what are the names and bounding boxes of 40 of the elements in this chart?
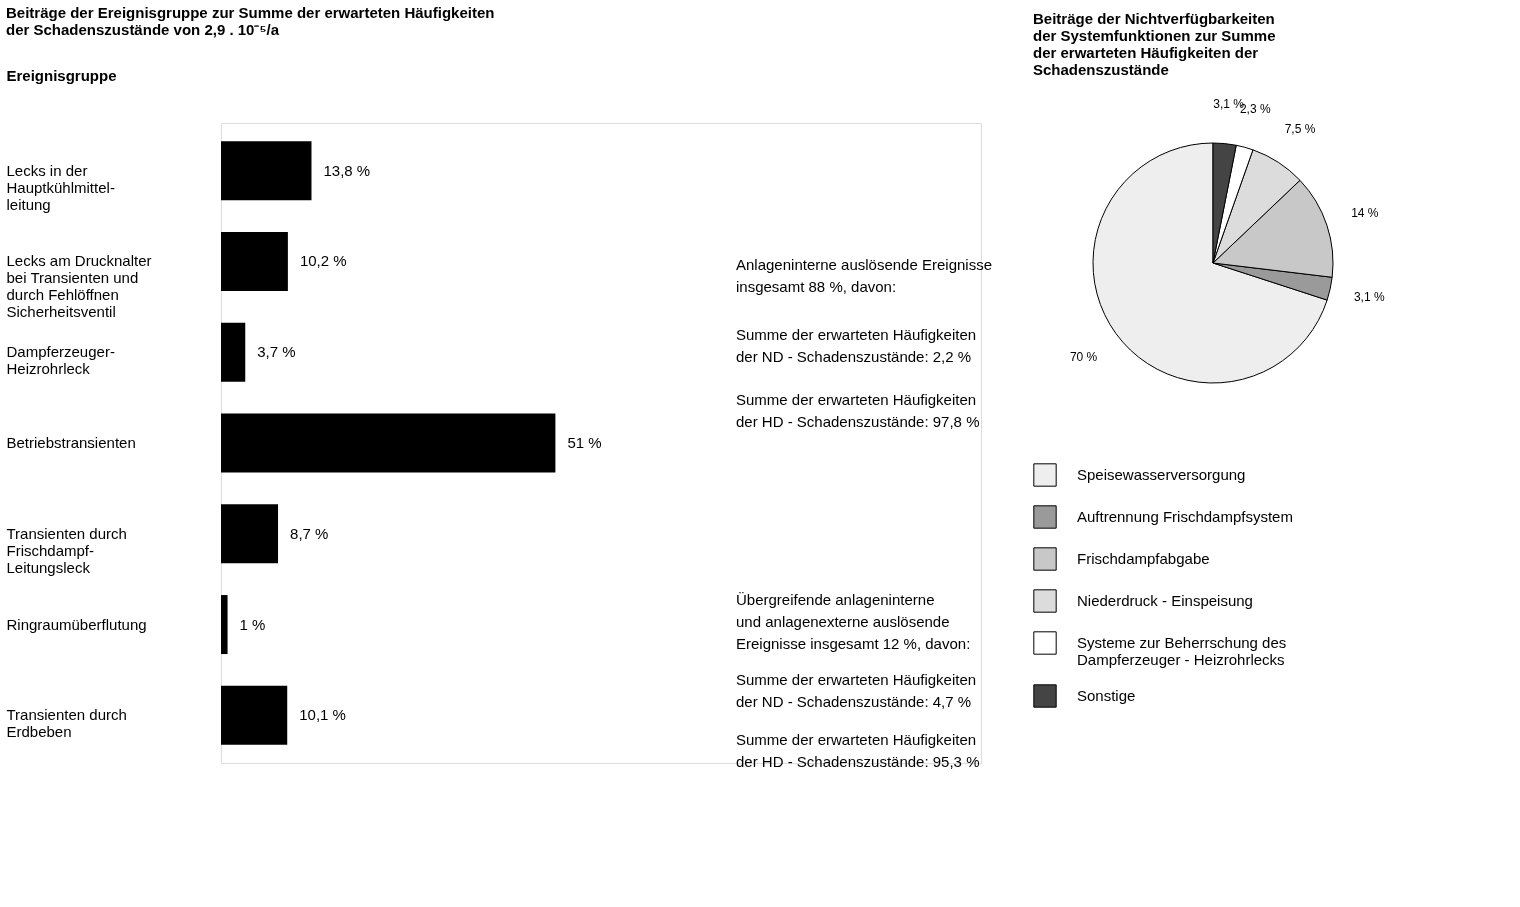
legend-label: Sonstige: [1077, 687, 1136, 704]
data-label: 1 %: [239, 615, 266, 633]
data-label: 8,7 %: [290, 524, 329, 542]
y-tick-label: Ringraumüberflutung: [6, 615, 147, 633]
legend-label: Systeme zur Beherrschung des Dampferzeuger - Heizrohrlecks: [1077, 634, 1287, 668]
data-label: 3,1 %: [1353, 290, 1385, 305]
text: Summe der erwarteten Häufigkeiten der HD - Schadenszustände: 95,3 %: [736, 731, 980, 770]
y-tick-label: Lecks am Drucknalter bei Transienten und durch Fehlöffnen Sicherheitsventil: [6, 252, 152, 321]
data-label: 10,1 %: [299, 706, 346, 724]
bar: [221, 595, 228, 655]
y-tick-label: Transienten durch Erdbeben: [6, 706, 127, 741]
legend-label: Frischdampfabgabe: [1077, 550, 1210, 567]
bar: [221, 685, 288, 745]
text: Summe der erwarteten Häufigkeiten der ND - Schadenszustände: 4,7 %: [736, 671, 977, 710]
bar: [221, 413, 556, 473]
data-label: 70 %: [1069, 350, 1098, 365]
y-tick-label: Lecks in der Hauptkühlmittel- leitung: [6, 161, 115, 213]
text: Summe der erwarteten Häufigkeiten der ND - Schadenszustände: 2,2 %: [736, 326, 977, 365]
data-label: 10,2 %: [299, 252, 347, 270]
bar: [221, 504, 279, 564]
bar: [221, 141, 312, 201]
legend-label: Auftrennung Frischdampfsystem: [1077, 508, 1293, 525]
y-tick-label: Transienten durch Frischdampf- Leitungsleck: [6, 524, 127, 576]
y-tick-label: Betriebstransienten: [6, 434, 136, 451]
chart-title: Beiträge der Nichtverfügbarkeiten der Systemfunktionen zur Summe der erwarteten Häufigkeiten der Schadenszustände: [1033, 9, 1276, 78]
data-label: 7,5 %: [1284, 121, 1316, 136]
text: Anlageninterne auslösende Ereignisse insgesamt 88 %, davon:: [736, 256, 993, 295]
text: Übergreifende anlageninterne und anlagenexterne auslösende Ereignisse insgesamt 12 %, davon:: [736, 591, 971, 652]
data-label: 3,7 %: [257, 343, 296, 361]
legend-label: Niederdruck - Einspeisung: [1077, 592, 1253, 609]
data-label: 13,8 %: [323, 161, 371, 179]
bar: [221, 322, 246, 382]
data-label: 51 %: [567, 434, 602, 451]
y-axis-title: Ereignisgruppe: [6, 66, 117, 84]
y-tick-label: Dampferzeuger- Heizrohrleck: [6, 343, 115, 378]
legend-label: Speisewasserversorgung: [1077, 466, 1246, 483]
bar: [221, 231, 288, 291]
text: Summe der erwarteten Häufigkeiten der HD - Schadenszustände: 97,8 %: [736, 391, 980, 430]
data-label: 14 %: [1351, 205, 1379, 220]
chart-title: Beiträge der Ereignisgruppe zur Summe der erwarteten Häufigkeiten der Schadenszustände von 2,9 . 10⁻⁵/a: [6, 4, 495, 38]
